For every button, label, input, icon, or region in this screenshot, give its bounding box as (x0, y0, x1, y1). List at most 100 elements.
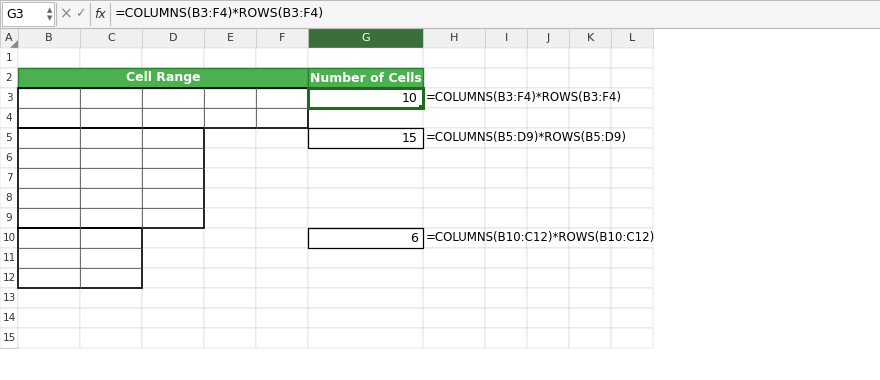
Text: =COLUMNS(B5:D9)*ROWS(B5:D9): =COLUMNS(B5:D9)*ROWS(B5:D9) (426, 131, 627, 144)
Text: L: L (629, 33, 635, 43)
Text: 10: 10 (402, 92, 418, 105)
Bar (204, 168, 256, 188)
Polygon shape (10, 40, 18, 48)
Bar (308, 228, 423, 248)
Bar (0, 88, 18, 108)
Bar (256, 308, 308, 328)
Text: =COLUMNS(B3:F4)*ROWS(B3:F4): =COLUMNS(B3:F4)*ROWS(B3:F4) (115, 8, 324, 21)
Bar (0, 328, 18, 348)
Bar (569, 228, 611, 248)
Bar (142, 328, 204, 348)
Bar (0, 208, 18, 228)
Bar (204, 108, 256, 128)
Bar (204, 128, 256, 148)
Bar (0, 228, 18, 248)
Text: 2: 2 (5, 73, 12, 83)
Bar (0, 248, 18, 268)
Text: ✓: ✓ (75, 8, 85, 21)
Text: 6: 6 (5, 153, 12, 163)
Bar (0, 148, 18, 168)
Bar (0, 168, 18, 188)
Bar (142, 28, 204, 48)
Bar (18, 28, 80, 48)
Bar (0, 68, 18, 88)
Bar (256, 208, 308, 228)
Bar (0, 308, 18, 328)
Bar (569, 48, 611, 68)
Text: Cell Range: Cell Range (126, 71, 201, 84)
Bar (18, 128, 80, 148)
Bar (527, 88, 569, 108)
Bar (142, 188, 204, 208)
Bar (204, 68, 256, 88)
Bar (18, 88, 80, 108)
Text: ×: × (60, 6, 72, 22)
Bar (0, 228, 18, 248)
Text: J: J (546, 33, 550, 43)
Bar (527, 328, 569, 348)
Bar (204, 308, 256, 328)
Bar (569, 288, 611, 308)
Bar (142, 248, 204, 268)
Bar (256, 328, 308, 348)
Bar (204, 328, 256, 348)
Text: E: E (226, 33, 233, 43)
Bar (204, 28, 256, 48)
Bar (0, 208, 18, 228)
Bar (0, 188, 18, 208)
Bar (18, 308, 80, 328)
Bar (80, 168, 142, 188)
Bar (485, 268, 527, 288)
Text: G3: G3 (6, 8, 24, 21)
Bar (485, 48, 527, 68)
Bar (0, 108, 18, 128)
Bar (308, 28, 423, 48)
Text: fx: fx (94, 8, 106, 21)
Bar (423, 108, 485, 128)
Bar (142, 88, 204, 108)
Text: 11: 11 (3, 253, 16, 263)
Bar (611, 28, 653, 48)
Bar (18, 188, 80, 208)
Bar (423, 328, 485, 348)
Bar (527, 188, 569, 208)
Text: A: A (5, 33, 13, 43)
Bar (527, 148, 569, 168)
Bar (18, 268, 80, 288)
Bar (527, 228, 569, 248)
Bar (0, 308, 18, 328)
Text: G: G (361, 33, 370, 43)
Text: Number of Cells: Number of Cells (310, 71, 422, 84)
Bar (2, 2, 54, 26)
Bar (80, 148, 142, 168)
Bar (256, 148, 308, 168)
Bar (0, 108, 18, 128)
Bar (308, 88, 423, 108)
Text: F: F (279, 33, 285, 43)
Text: 7: 7 (5, 173, 12, 183)
Bar (527, 108, 569, 128)
Bar (308, 148, 423, 168)
Bar (18, 228, 142, 288)
Bar (0, 28, 18, 48)
Bar (485, 188, 527, 208)
Bar (423, 208, 485, 228)
Bar (0, 248, 18, 268)
Bar (256, 128, 308, 148)
Bar (80, 128, 142, 148)
Bar (611, 308, 653, 328)
Bar (80, 288, 142, 308)
Bar (569, 108, 611, 128)
Bar (18, 228, 80, 248)
Bar (485, 248, 527, 268)
Bar (18, 168, 80, 188)
Bar (527, 168, 569, 188)
Text: =COLUMNS(B10:C12)*ROWS(B10:C12): =COLUMNS(B10:C12)*ROWS(B10:C12) (426, 231, 656, 244)
Text: 5: 5 (5, 133, 12, 143)
Bar (485, 148, 527, 168)
Text: K: K (586, 33, 594, 43)
Bar (569, 28, 611, 48)
Bar (308, 228, 423, 248)
Text: 15: 15 (3, 333, 16, 343)
Bar (423, 88, 485, 108)
